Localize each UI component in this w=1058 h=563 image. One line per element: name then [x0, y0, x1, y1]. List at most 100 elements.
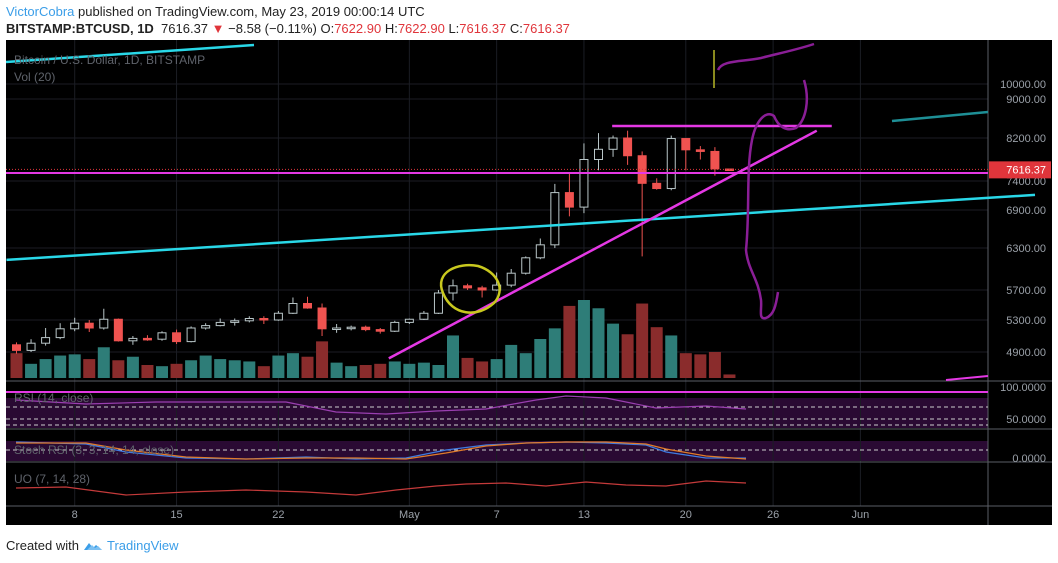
candle-body[interactable]	[448, 285, 458, 294]
candle-body[interactable]	[26, 342, 36, 351]
candle-body[interactable]	[463, 285, 473, 289]
candle-body[interactable]	[172, 332, 182, 343]
volume-bar	[68, 354, 81, 378]
volume-bar	[141, 365, 154, 378]
last-price: 7616.37	[161, 21, 209, 36]
uo-line	[15, 480, 747, 496]
candle-body[interactable]	[695, 149, 705, 152]
candle-body[interactable]	[564, 192, 574, 208]
stoch-d-line	[16, 441, 747, 460]
candle-body[interactable]	[273, 312, 283, 321]
long-term-channel-line[interactable]	[6, 193, 1036, 262]
volume-bar	[185, 360, 198, 378]
projection-path[interactable]	[744, 79, 808, 320]
volume-bar	[563, 305, 576, 378]
time-axis-label: Jun	[852, 509, 870, 521]
candle-body[interactable]	[142, 337, 152, 341]
volume-bar	[156, 366, 168, 378]
candle-body[interactable]	[157, 332, 167, 340]
candle-body[interactable]	[113, 318, 123, 342]
price-axis-label: 4900.00	[1006, 347, 1046, 359]
candle-body[interactable]	[346, 326, 356, 330]
candle-body[interactable]	[288, 303, 298, 314]
close-label: C:	[509, 21, 523, 36]
candle-body[interactable]	[710, 150, 720, 170]
candle-body[interactable]	[477, 287, 487, 291]
chart-area[interactable]: 10000.00 9000.00 8200.00 7400.00 6900.00 6300…	[6, 40, 1052, 525]
candle-body[interactable]	[433, 292, 443, 314]
price-axis-label: 5300.00	[1006, 315, 1046, 327]
candle-body[interactable]	[681, 138, 691, 151]
rsi-axis-label: 50.0000	[1006, 414, 1046, 426]
candle-body[interactable]	[215, 321, 225, 327]
candle-body[interactable]	[608, 137, 618, 150]
volume-bar	[679, 353, 692, 378]
time-axis-label: 20	[680, 509, 692, 521]
volume-bar	[432, 365, 445, 378]
candle-body[interactable]	[361, 326, 371, 331]
candle-body[interactable]	[12, 344, 21, 351]
candle-body[interactable]	[84, 322, 94, 329]
candle-body[interactable]	[303, 303, 312, 309]
candle-body[interactable]	[201, 325, 211, 329]
upper-channel-line[interactable]	[6, 43, 255, 64]
candle-body[interactable]	[506, 272, 516, 286]
candle-body[interactable]	[521, 257, 531, 274]
candle-body[interactable]	[186, 327, 196, 343]
candle-body[interactable]	[666, 138, 676, 190]
lower-magenta-line[interactable]	[945, 375, 989, 381]
volume-bar	[592, 308, 605, 378]
volume-bar	[345, 366, 358, 378]
rising-trendline[interactable]	[388, 129, 818, 360]
candle-body[interactable]	[230, 320, 240, 323]
candle-body[interactable]	[623, 137, 633, 157]
candle-body[interactable]	[99, 318, 109, 329]
candle-body[interactable]	[41, 337, 51, 344]
volume-bar	[694, 354, 707, 378]
volume-bar	[447, 335, 459, 378]
candle-body[interactable]	[419, 312, 429, 320]
chart-svg[interactable]: 10000.00 9000.00 8200.00 7400.00 6900.00 6300…	[6, 40, 1052, 525]
candle-body[interactable]	[128, 337, 138, 342]
time-axis-label: 13	[578, 509, 590, 521]
time-axis-label: 8	[72, 509, 78, 521]
volume-bar	[417, 362, 430, 378]
stoch-k-line	[15, 441, 746, 460]
candle-body[interactable]	[579, 159, 589, 208]
candle-body[interactable]	[535, 244, 545, 259]
time-axis-label: 15	[170, 509, 182, 521]
candle-body[interactable]	[332, 327, 342, 330]
candle-body[interactable]	[390, 321, 400, 332]
candle-body[interactable]	[55, 328, 65, 339]
publication-header: VictorCobra published on TradingView.com…	[6, 4, 425, 19]
tradingview-logo-icon[interactable]	[83, 540, 103, 552]
upper-teal-line[interactable]	[891, 110, 989, 123]
volume-label: Vol (20)	[14, 70, 55, 84]
candle-body[interactable]	[594, 148, 603, 160]
volume-bar	[330, 362, 343, 378]
candle-body[interactable]	[375, 329, 385, 332]
volume-bar	[723, 374, 736, 378]
circled-candles[interactable]	[439, 263, 501, 314]
candle-body[interactable]	[550, 192, 560, 246]
volume-bar	[534, 339, 547, 378]
candle-body[interactable]	[244, 318, 254, 322]
volume-bar	[388, 361, 401, 378]
projection-path-top[interactable]	[716, 42, 815, 71]
candle-body[interactable]	[652, 182, 662, 190]
down-arrow-icon: ▼	[211, 21, 225, 36]
candle-body[interactable]	[259, 318, 269, 321]
candle-body[interactable]	[317, 307, 327, 330]
candle-body[interactable]	[70, 322, 80, 330]
volume-bar	[607, 323, 620, 378]
volume-bar	[490, 359, 503, 378]
tradingview-brand[interactable]: TradingView	[106, 538, 179, 553]
volume-bar	[374, 363, 387, 378]
author-name[interactable]: VictorCobra	[6, 4, 75, 19]
stoch-rsi-label: Stoch RSI (3, 3, 14, 14, close)	[14, 443, 174, 457]
candle-body[interactable]	[404, 318, 414, 323]
rsi-label: RSI (14, close)	[14, 391, 93, 405]
price-axis-label: 6900.00	[1006, 205, 1046, 217]
volume-bar	[476, 361, 489, 378]
volume-bar	[170, 363, 183, 378]
